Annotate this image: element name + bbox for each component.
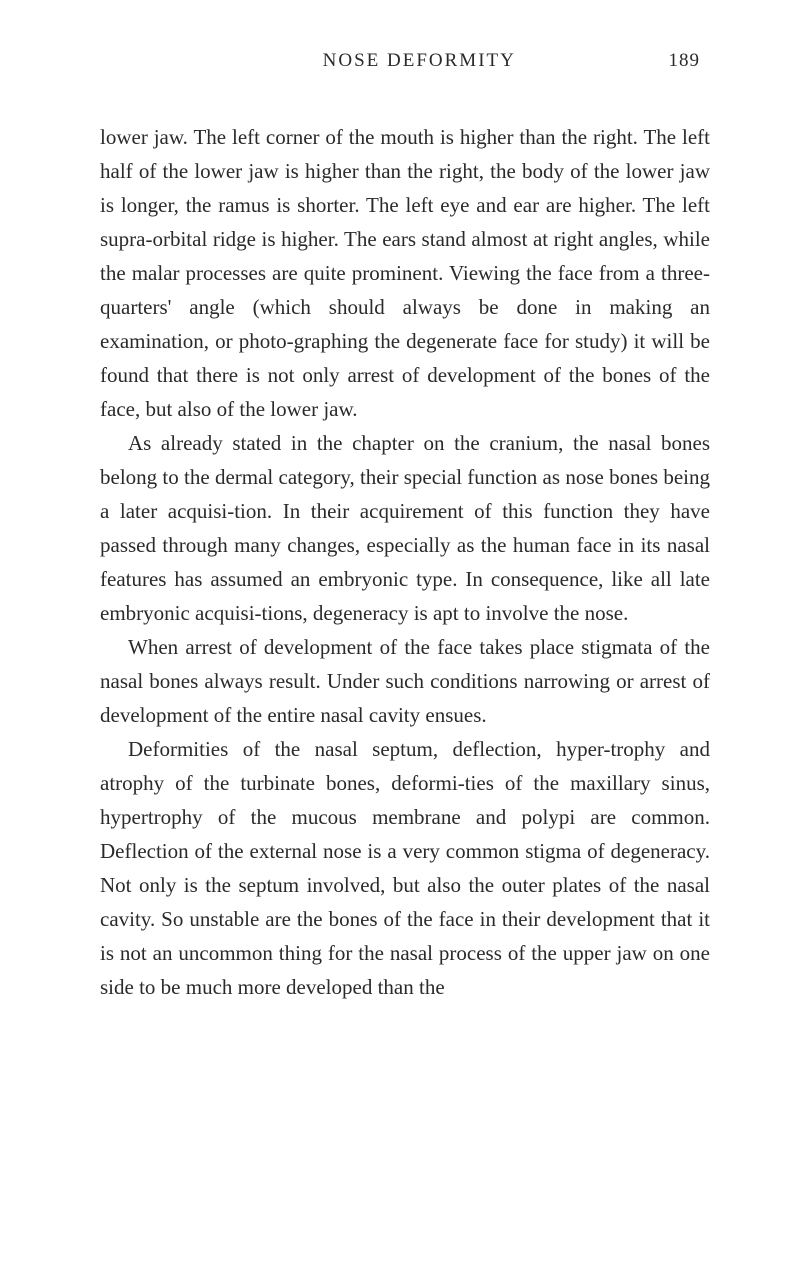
header-title: NOSE DEFORMITY bbox=[110, 50, 669, 72]
page-number: 189 bbox=[669, 50, 701, 72]
paragraph-4: Deformities of the nasal septum, deflect… bbox=[100, 732, 710, 1004]
paragraph-2: As already stated in the chapter on the … bbox=[100, 426, 710, 630]
paragraph-1: lower jaw. The left corner of the mouth … bbox=[100, 120, 710, 426]
paragraph-3: When arrest of development of the face t… bbox=[100, 630, 710, 732]
page-header: NOSE DEFORMITY 189 bbox=[100, 50, 710, 72]
body-text: lower jaw. The left corner of the mouth … bbox=[100, 120, 710, 1004]
